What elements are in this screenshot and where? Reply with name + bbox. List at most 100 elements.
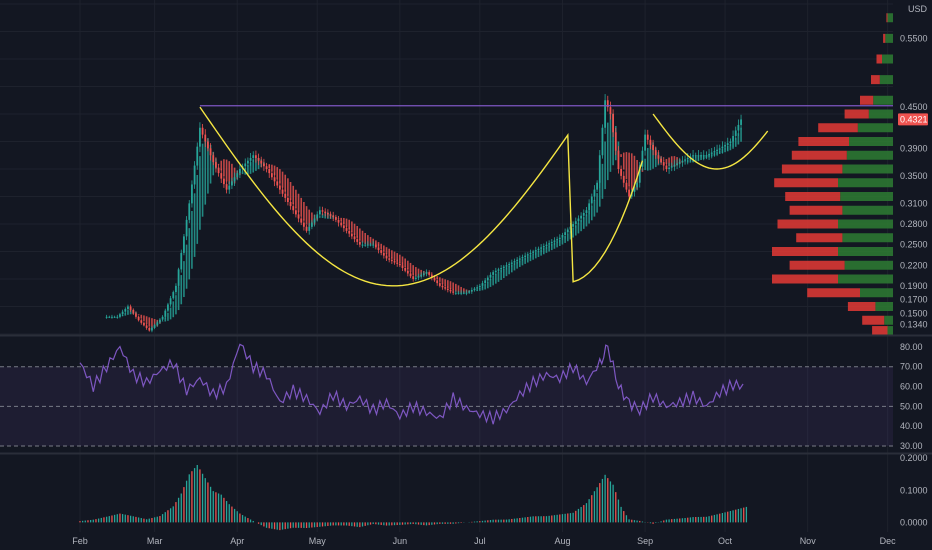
candle-body [220,173,223,179]
candle-body [326,213,329,215]
candle-body [199,127,201,147]
candle-body [660,158,662,163]
candle-body [593,189,596,197]
candle-body [140,320,143,323]
candle-body [582,213,585,216]
candle-body [526,254,529,256]
candle-body [513,261,516,263]
volume-profile-buy-bar [838,178,893,188]
candle-body [281,189,284,194]
candle-body [207,141,209,149]
price-tick-label: 0.1500 [900,308,928,318]
pane-separators[interactable] [0,334,932,455]
handle-pattern-curve [652,113,769,170]
candle-body [633,187,636,192]
rsi-pane [0,343,893,447]
time-axis-label: Nov [800,536,817,546]
candle-body [740,119,742,125]
candle-body [673,164,676,167]
time-axis-label: Jul [474,536,486,546]
candle-body [414,277,417,279]
volume-profile-buy-bar [884,315,893,325]
candle-body [257,158,260,161]
candle-body [244,163,247,167]
candle-body [108,316,111,318]
candle-body [470,290,473,292]
candle-body [260,160,263,164]
candle-body [401,265,404,268]
time-axis-label: Sep [637,536,653,546]
candle-body [249,158,252,161]
candle-body [569,226,572,230]
volume-profile-sell-bar [862,315,885,325]
volume-profile-sell-bar [886,13,888,23]
price-axes[interactable]: 0.65000.55000.45000.39000.35000.31000.28… [900,0,928,527]
candle-body [310,222,313,227]
candle-body [446,288,449,290]
candle-body [550,241,553,244]
candle-body [724,144,726,147]
histogram-tick-label: 0.0000 [900,517,928,527]
volume-profile-buy-bar [842,164,893,174]
volume-profile-buy-bar [887,13,893,23]
candle-body [340,222,343,226]
candle-body [638,166,641,183]
candle-body [342,225,345,229]
candle-body [654,150,657,156]
candle-body [404,268,407,271]
candle-body [177,269,180,286]
candle-body [308,226,311,231]
candle-body [180,252,183,270]
candle-body [223,178,225,185]
time-axis-label: Aug [554,536,570,546]
candle-body [678,162,681,164]
candle-body [556,239,559,241]
candle-body [454,292,457,294]
candle-body [225,184,228,190]
rsi-tick-label: 50.00 [900,401,923,411]
volume-profile-sell-bar [781,164,843,174]
candle-body [692,155,694,157]
candle-body [321,210,324,212]
price-tick-label: 0.1900 [900,281,928,291]
candle-body [420,274,423,277]
volume-profile-buy-bar [885,33,893,43]
candle-body [278,185,281,190]
candle-body [641,150,644,167]
time-axis[interactable]: Feb Mar Apr May Jun Jul Aug Sep Oct Nov Dec [72,536,896,546]
candle-body [193,165,196,185]
candle-body [111,316,113,318]
candle-body [694,155,697,157]
candle-body [652,144,654,151]
volume-profile-sell-bar [807,288,860,298]
candle-body [121,311,124,315]
volume-profile-sell-bar [876,54,882,64]
candle-body [524,255,527,257]
price-tick-label: 0.1340 [900,319,928,329]
candle-body [406,270,409,274]
candle-body [372,244,375,246]
candle-body [127,306,129,310]
volume-profile-buy-bar [857,123,893,133]
candle-body [588,203,591,211]
candle-body [729,141,732,144]
candle-body [457,292,460,294]
candle-body [361,244,364,246]
candle-body [521,257,524,259]
volume-profile-buy-bar [873,95,893,105]
volume-profile-sell-bar [772,274,838,284]
histogram-tick-label: 0.1000 [900,485,928,495]
candle-body [255,155,257,158]
candle-body [737,124,740,131]
volume-profile-buy-bar [887,326,893,336]
histogram-tick-label: 0.2000 [900,453,928,463]
candle-body [388,258,391,260]
volume-profile-buy-bar [838,247,893,256]
candle-body [657,155,660,159]
candle-body [135,313,137,317]
candle-body [542,246,545,248]
candle-body [713,151,716,153]
volume-profile-sell-bar [774,178,838,188]
candle-body [172,292,175,299]
